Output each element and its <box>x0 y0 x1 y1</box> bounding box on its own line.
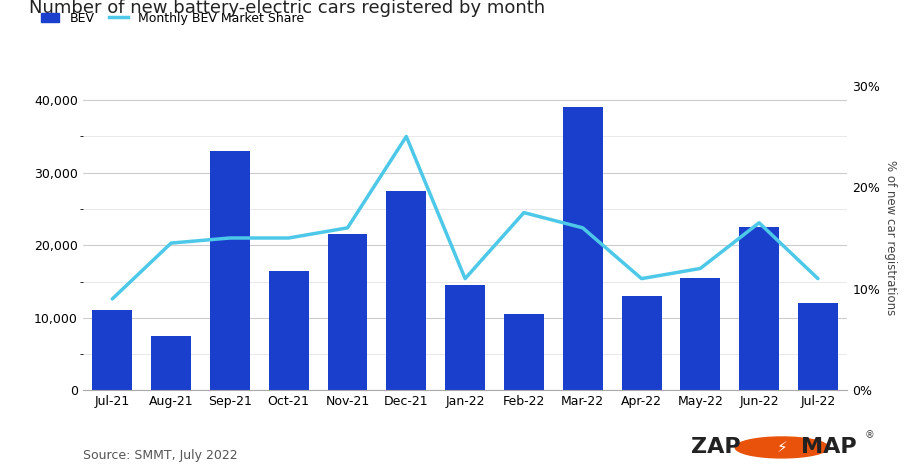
Text: Number of new battery-electric cars registered by month: Number of new battery-electric cars regi… <box>29 0 545 18</box>
Text: ⚡: ⚡ <box>776 440 787 455</box>
Bar <box>740 227 779 390</box>
Bar <box>92 310 133 390</box>
Bar <box>386 191 426 390</box>
Bar <box>798 303 838 390</box>
Y-axis label: % of new car registrations: % of new car registrations <box>884 160 897 316</box>
Text: MAP: MAP <box>801 437 857 457</box>
Legend: BEV, Monthly BEV Market Share: BEV, Monthly BEV Market Share <box>36 7 309 30</box>
Text: ®: ® <box>865 430 874 441</box>
Bar <box>151 336 191 390</box>
Circle shape <box>735 437 829 458</box>
Text: Source: SMMT, July 2022: Source: SMMT, July 2022 <box>83 449 238 462</box>
Text: ZAP: ZAP <box>691 437 740 457</box>
Bar <box>328 234 367 390</box>
Bar <box>504 314 544 390</box>
Bar <box>563 108 602 390</box>
Bar <box>622 296 661 390</box>
Bar <box>681 278 720 390</box>
Bar <box>269 271 309 390</box>
Bar <box>445 285 485 390</box>
Bar <box>210 151 250 390</box>
